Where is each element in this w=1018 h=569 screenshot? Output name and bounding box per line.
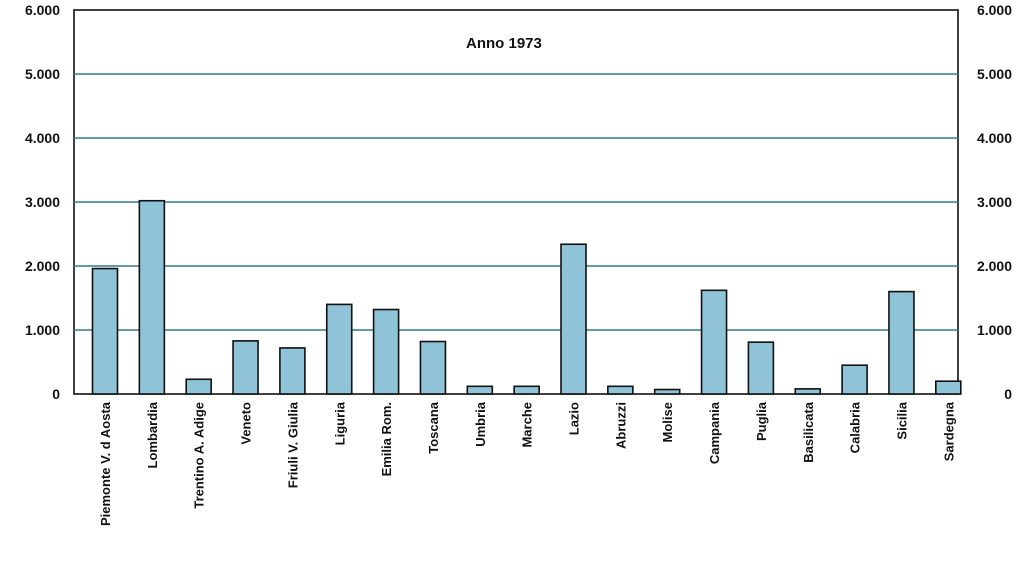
category-label: Calabria: [848, 401, 863, 453]
category-label: Abruzzi: [613, 402, 628, 449]
bar: [841, 364, 868, 395]
bar: [279, 347, 306, 395]
bar: [560, 243, 587, 395]
category-label: Umbria: [473, 401, 488, 447]
y-axis-left-ticks: 0 1.000 2.000 3.000 4.000 5.000 6.000: [25, 2, 60, 402]
category-label: Sicilia: [894, 401, 909, 439]
bar: [607, 385, 634, 395]
y-tick-label-right: 1.000: [977, 322, 1012, 338]
category-label: Lazio: [567, 402, 582, 435]
y-axis-right-ticks: 0 1.000 2.000 3.000 4.000 5.000 6.000: [977, 2, 1012, 402]
category-label: Lombardia: [145, 401, 160, 468]
category-label: Emilia Rom.: [379, 402, 394, 476]
y-tick-label-left: 5.000: [25, 66, 60, 82]
category-label: Piemonte V. d Aosta: [98, 401, 113, 526]
bar: [232, 340, 259, 395]
y-tick-label-left: 0: [52, 386, 60, 402]
bar: [888, 290, 915, 395]
y-tick-label-left: 3.000: [25, 194, 60, 210]
bar: [794, 388, 822, 395]
category-label: Molise: [660, 402, 675, 442]
category-label: Basilicata: [801, 401, 816, 462]
bar: [419, 340, 447, 395]
x-axis-category-labels: Piemonte V. d Aosta Lombardia Trentino A. …: [98, 401, 956, 526]
y-tick-label-left: 2.000: [25, 258, 60, 274]
category-label: Liguria: [332, 401, 347, 445]
category-label: Veneto: [239, 402, 254, 445]
category-label: Toscana: [426, 401, 441, 454]
bar: [185, 378, 212, 395]
category-label: Marche: [520, 402, 535, 448]
bar: [91, 267, 119, 395]
category-label: Friuli V. Giulia: [285, 401, 300, 488]
y-tick-label-right: 3.000: [977, 194, 1012, 210]
bar: [700, 289, 728, 395]
y-tick-label-left: 1.000: [25, 322, 60, 338]
y-tick-label-right: 2.000: [977, 258, 1012, 274]
y-tick-label-right: 0: [1004, 386, 1012, 402]
bar: [138, 199, 166, 395]
y-tick-label-right: 6.000: [977, 2, 1012, 18]
bar: [325, 303, 353, 395]
y-tick-label-left: 4.000: [25, 130, 60, 146]
category-label: Sardegna: [941, 401, 956, 461]
bar: [747, 341, 775, 395]
bars: [91, 199, 962, 395]
y-tick-label-left: 6.000: [25, 2, 60, 18]
bar: [372, 308, 400, 395]
bar: [653, 388, 681, 395]
bar: [934, 380, 962, 395]
category-label: Campania: [707, 401, 722, 464]
bar: [466, 385, 494, 395]
gridlines: [74, 73, 958, 331]
y-tick-label-right: 4.000: [977, 130, 1012, 146]
category-label: Trentino A. Adige: [192, 402, 207, 509]
bar: [513, 385, 540, 395]
category-label: Puglia: [754, 401, 769, 441]
chart-title: Anno 1973: [466, 35, 542, 52]
y-tick-label-right: 5.000: [977, 66, 1012, 82]
